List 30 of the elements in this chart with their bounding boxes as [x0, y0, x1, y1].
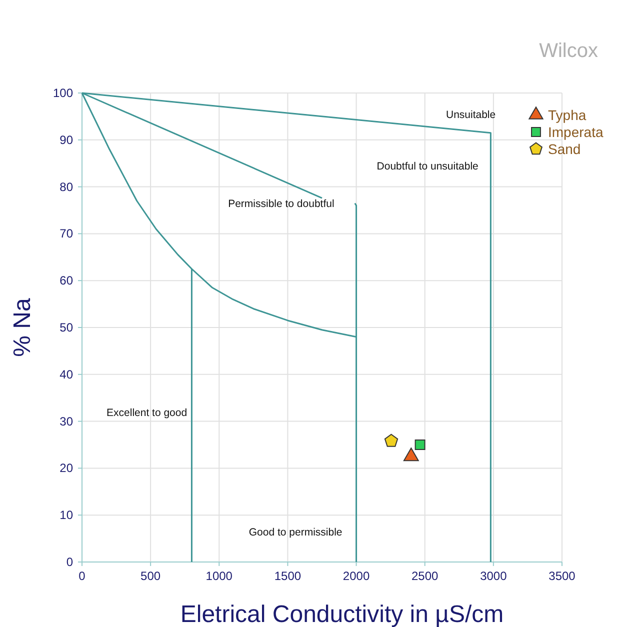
y-tick-label: 50 [60, 320, 74, 334]
x-tick-label: 0 [78, 569, 86, 583]
chart-title: Wilcox [539, 40, 598, 62]
y-tick-label: 90 [60, 132, 74, 147]
y-tick-label: 100 [52, 86, 74, 100]
x-tick-label: 3500 [548, 569, 576, 583]
annotation: Doubtful to unsuitable [376, 160, 479, 173]
y-tick-label: 70 [60, 226, 74, 241]
y-tick-label: 0 [66, 555, 74, 569]
y-tick-label: 10 [60, 508, 74, 522]
annotation: Unsuitable [446, 109, 496, 122]
x-axis-title: Eletrical Conductivity in µS/cm [180, 601, 504, 627]
annotation: Permissible to doubtful [228, 198, 334, 210]
y-tick-label: 20 [60, 461, 74, 476]
x-tick-label: 1500 [274, 569, 302, 583]
y-tick-label: 60 [60, 274, 74, 288]
y-tick-label: 40 [60, 367, 74, 382]
y-tick-label: 30 [60, 414, 74, 428]
x-tick-label: 1000 [206, 569, 233, 583]
annotation: Excellent to good [106, 406, 188, 419]
x-tick-label: 2500 [412, 569, 439, 583]
legend-label: Imperata [548, 124, 604, 140]
x-tick-label: 2000 [342, 569, 370, 583]
legend-label: Typha [548, 107, 586, 123]
x-tick-label: 3000 [480, 569, 508, 583]
x-tick-label: 500 [140, 569, 161, 583]
y-tick-label: 80 [60, 180, 74, 194]
annotation: Good to permissible [248, 526, 342, 539]
legend-label: Sand [548, 141, 581, 157]
y-axis-title: % Na [9, 298, 36, 357]
